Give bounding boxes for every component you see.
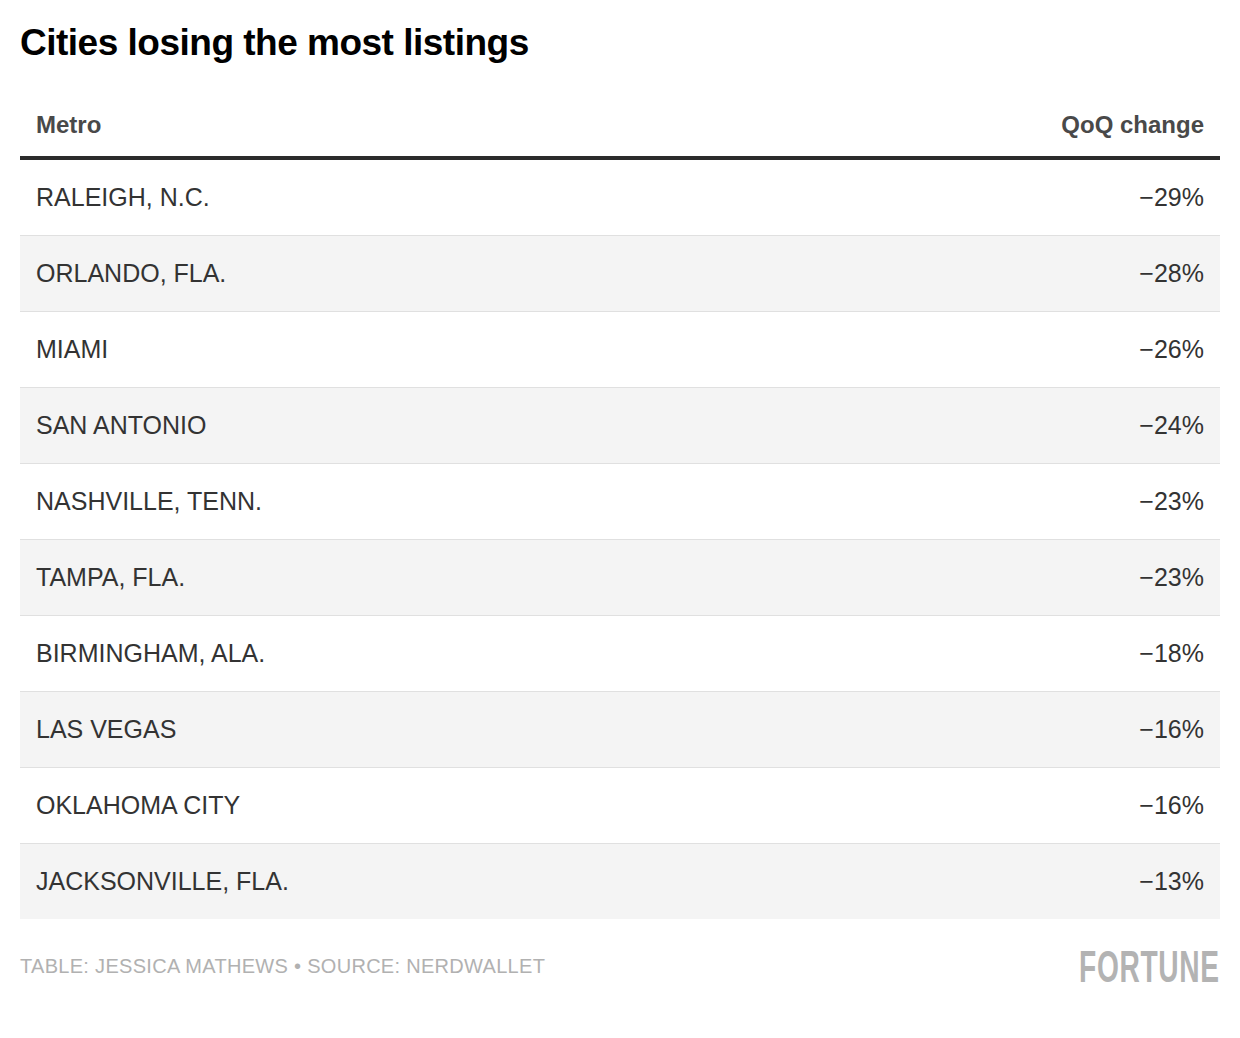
chart-container: Cities losing the most listings Metro Qo…: [0, 0, 1240, 1038]
table-row: SAN ANTONIO −24%: [20, 387, 1220, 463]
qoq-cell: −29%: [840, 158, 1220, 236]
metro-cell: TAMPA, FLA.: [20, 539, 840, 615]
qoq-cell: −18%: [840, 615, 1220, 691]
table-row: BIRMINGHAM, ALA. −18%: [20, 615, 1220, 691]
data-table: Metro QoQ change RALEIGH, N.C. −29% ORLA…: [20, 111, 1220, 919]
table-row: MIAMI −26%: [20, 311, 1220, 387]
credit-line: TABLE: JESSICA MATHEWS • SOURCE: NERDWAL…: [20, 955, 545, 978]
qoq-cell: −24%: [840, 387, 1220, 463]
metro-cell: NASHVILLE, TENN.: [20, 463, 840, 539]
metro-cell: RALEIGH, N.C.: [20, 158, 840, 236]
metro-cell: MIAMI: [20, 311, 840, 387]
header-row: Metro QoQ change: [20, 111, 1220, 158]
fortune-logo: FORTUNE: [1079, 945, 1220, 989]
metro-cell: OKLAHOMA CITY: [20, 767, 840, 843]
column-header-qoq-change: QoQ change: [840, 111, 1220, 158]
metro-cell: SAN ANTONIO: [20, 387, 840, 463]
table-row: RALEIGH, N.C. −29%: [20, 158, 1220, 236]
qoq-cell: −16%: [840, 767, 1220, 843]
table-row: JACKSONVILLE, FLA. −13%: [20, 843, 1220, 919]
qoq-cell: −13%: [840, 843, 1220, 919]
qoq-cell: −26%: [840, 311, 1220, 387]
qoq-cell: −28%: [840, 235, 1220, 311]
table-row: NASHVILLE, TENN. −23%: [20, 463, 1220, 539]
qoq-cell: −23%: [840, 539, 1220, 615]
page-title: Cities losing the most listings: [20, 22, 1220, 65]
metro-cell: ORLANDO, FLA.: [20, 235, 840, 311]
column-header-metro: Metro: [20, 111, 840, 158]
metro-cell: LAS VEGAS: [20, 691, 840, 767]
qoq-cell: −16%: [840, 691, 1220, 767]
table-row: OKLAHOMA CITY −16%: [20, 767, 1220, 843]
metro-cell: JACKSONVILLE, FLA.: [20, 843, 840, 919]
table-row: TAMPA, FLA. −23%: [20, 539, 1220, 615]
metro-cell: BIRMINGHAM, ALA.: [20, 615, 840, 691]
qoq-cell: −23%: [840, 463, 1220, 539]
table-row: LAS VEGAS −16%: [20, 691, 1220, 767]
table-row: ORLANDO, FLA. −28%: [20, 235, 1220, 311]
chart-footer: TABLE: JESSICA MATHEWS • SOURCE: NERDWAL…: [20, 945, 1220, 989]
